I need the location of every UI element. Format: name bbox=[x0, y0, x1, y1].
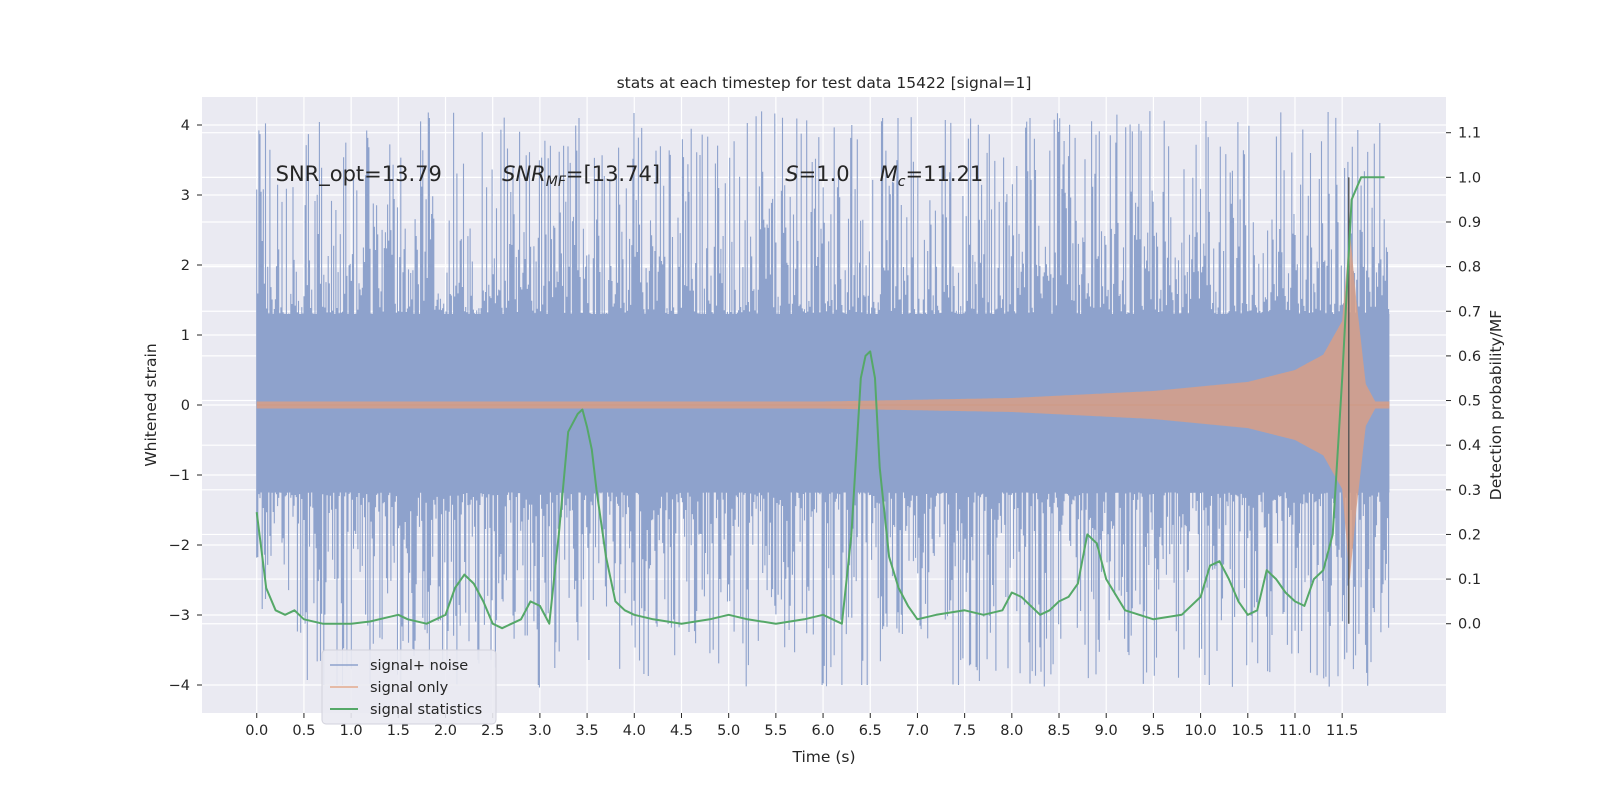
y-right-tick-label: 0.1 bbox=[1458, 572, 1481, 588]
y-right-tick-label: 0.0 bbox=[1458, 617, 1481, 633]
annotation: S=1.0 bbox=[785, 162, 849, 186]
x-tick-label: 0.0 bbox=[245, 723, 268, 739]
y-tick-label: −1 bbox=[169, 468, 190, 484]
x-tick-label: 9.5 bbox=[1142, 723, 1165, 739]
y-right-tick-label: 0.8 bbox=[1458, 260, 1481, 276]
y-right-tick-label: 0.7 bbox=[1458, 304, 1481, 320]
x-tick-label: 3.0 bbox=[528, 723, 551, 739]
y-axis-left: −4 −3 −2 −1 0 1 2 3 4 bbox=[169, 118, 202, 694]
x-tick-label: 4.0 bbox=[623, 723, 646, 739]
x-tick-label: 5.5 bbox=[764, 723, 787, 739]
x-tick-label: 10.5 bbox=[1232, 723, 1264, 739]
annotations: SNR_opt=13.79 SNRMF=[13.74] S=1.0 Mc=11.21 bbox=[276, 162, 984, 190]
legend: signal+ noise signal only signal statistic… bbox=[321, 649, 497, 725]
x-axis-label: Time (s) bbox=[791, 748, 855, 766]
legend-entry: signal statistics bbox=[370, 702, 482, 718]
legend-entry: signal only bbox=[370, 680, 449, 696]
x-tick-label: 6.0 bbox=[812, 723, 835, 739]
y-axis-right-label: Detection probability/MF bbox=[1487, 310, 1505, 501]
annotation: SNR_opt=13.79 bbox=[276, 162, 442, 187]
x-tick-label: 2.0 bbox=[434, 723, 457, 739]
signal-statistics-line bbox=[255, 176, 1385, 630]
x-tick-label: 6.5 bbox=[859, 723, 882, 739]
x-tick-label: 0.5 bbox=[292, 723, 315, 739]
x-tick-label: 11.0 bbox=[1279, 723, 1311, 739]
x-tick-label: 2.5 bbox=[481, 723, 504, 739]
x-tick-label: 5.0 bbox=[717, 723, 740, 739]
y-right-tick-label: 0.3 bbox=[1458, 483, 1481, 499]
y-right-tick-label: 0.6 bbox=[1458, 349, 1481, 365]
y-right-tick-label: 1.1 bbox=[1458, 126, 1481, 142]
y-right-tick-label: 1.0 bbox=[1458, 170, 1481, 186]
signal-statistics-series bbox=[255, 176, 1385, 630]
x-axis: 0.0 0.5 1.0 1.5 2.0 2.5 3.0 3.5 4.0 4.5 5.0 5.5 6.0 6… bbox=[245, 713, 1358, 739]
y-tick-label: −2 bbox=[169, 538, 190, 554]
y-tick-label: −4 bbox=[169, 678, 190, 694]
signal-plus-noise-line bbox=[256, 111, 1390, 688]
x-tick-label: 3.5 bbox=[576, 723, 599, 739]
y-tick-label: 1 bbox=[181, 328, 190, 344]
x-tick-label: 9.0 bbox=[1095, 723, 1118, 739]
y-tick-label: 2 bbox=[181, 258, 190, 274]
chart-title: stats at each timestep for test data 154… bbox=[617, 74, 1032, 92]
x-tick-label: 4.5 bbox=[670, 723, 693, 739]
legend-frame bbox=[321, 649, 497, 725]
signal-only-series bbox=[256, 230, 1390, 580]
y-right-tick-label: 0.2 bbox=[1458, 527, 1481, 543]
x-tick-label: 1.0 bbox=[340, 723, 363, 739]
y-tick-label: −3 bbox=[169, 608, 190, 624]
legend-entry: signal+ noise bbox=[370, 658, 468, 674]
x-tick-label: 11.5 bbox=[1326, 723, 1358, 739]
annotation: Mc=11.21 bbox=[880, 162, 984, 190]
y-axis-right: 0.0 0.1 0.2 0.3 0.4 0.5 0.6 0.7 0.8 0.9 1.0 1.1 bbox=[1446, 126, 1481, 633]
y-tick-label: 4 bbox=[181, 118, 190, 134]
x-tick-label: 7.0 bbox=[906, 723, 929, 739]
x-tick-label: 8.0 bbox=[1000, 723, 1023, 739]
y-axis-label: Whitened strain bbox=[142, 343, 160, 466]
x-tick-label: 1.5 bbox=[387, 723, 410, 739]
y-right-tick-label: 0.4 bbox=[1458, 438, 1481, 454]
annotation: SNRMF=[13.74] bbox=[502, 162, 660, 190]
y-right-tick-label: 0.9 bbox=[1458, 215, 1481, 231]
y-tick-label: 3 bbox=[181, 188, 190, 204]
y-tick-label: 0 bbox=[181, 398, 190, 414]
y-right-tick-label: 0.5 bbox=[1458, 394, 1481, 410]
x-tick-label: 10.0 bbox=[1184, 723, 1216, 739]
x-tick-label: 8.5 bbox=[1047, 723, 1070, 739]
x-tick-label: 7.5 bbox=[953, 723, 976, 739]
